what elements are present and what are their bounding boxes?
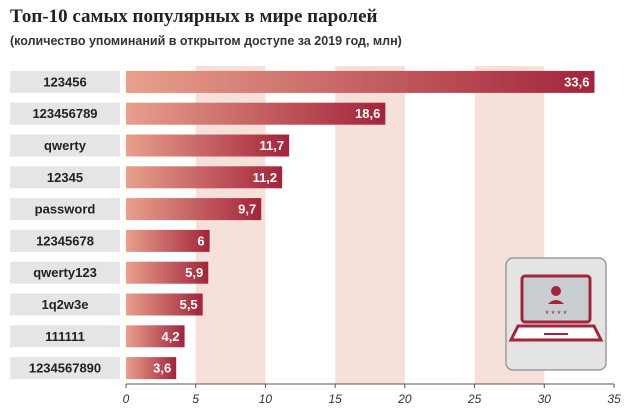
data-label: 11,7 <box>260 138 285 153</box>
category-label: 12345678 <box>36 233 94 248</box>
category-label: 111111 <box>45 329 85 344</box>
category-label: password <box>35 202 96 217</box>
x-tick-label: 30 <box>538 392 552 406</box>
category-label-box <box>10 102 120 125</box>
category-label: 12345 <box>47 170 83 185</box>
category-label: qwerty123 <box>33 265 97 280</box>
category-label-box <box>10 198 120 221</box>
svg-text:* * * *: * * * * <box>545 309 567 319</box>
category-label-box <box>10 293 120 316</box>
x-tick-label: 0 <box>123 392 130 406</box>
x-tick-label: 35 <box>607 392 621 406</box>
bar <box>126 70 595 93</box>
bar <box>126 134 290 157</box>
category-label: 1q2w3e <box>42 297 89 312</box>
category-label-box <box>10 134 120 157</box>
bar <box>126 357 177 380</box>
laptop-user-login-icon: * * * * <box>505 257 607 371</box>
category-label: 123456 <box>43 74 86 89</box>
category-label: 1234567890 <box>29 361 101 376</box>
data-label: 5,9 <box>185 265 203 280</box>
x-tick-label: 20 <box>397 392 412 406</box>
x-tick-label: 15 <box>328 392 342 406</box>
bar <box>126 198 262 221</box>
bar <box>126 102 386 125</box>
data-label: 4,2 <box>161 329 179 344</box>
category-label: 123456789 <box>32 106 97 121</box>
data-label: 6 <box>197 233 204 248</box>
chart-title: Топ-10 самых популярных в мире паролей <box>10 6 378 27</box>
category-label-box <box>10 325 120 348</box>
category-label-box <box>10 229 120 252</box>
data-label: 33,6 <box>564 74 589 89</box>
chart-subtitle: (количество упоминаний в открытом доступ… <box>10 34 402 48</box>
bar <box>126 261 209 284</box>
bar <box>126 325 185 348</box>
category-label-box <box>10 357 120 380</box>
data-label: 9,7 <box>238 202 256 217</box>
x-tick-label: 25 <box>467 392 482 406</box>
bar <box>126 293 203 316</box>
category-label-box <box>10 70 120 93</box>
data-label: 5,5 <box>180 297 198 312</box>
data-label: 11,2 <box>253 170 278 185</box>
category-label: qwerty <box>44 138 87 153</box>
bar <box>126 229 210 252</box>
x-tick-label: 5 <box>192 392 199 406</box>
category-label-box <box>10 261 120 284</box>
data-label: 3,6 <box>153 361 171 376</box>
data-label: 18,6 <box>355 106 380 121</box>
bar <box>126 166 283 189</box>
category-label-box <box>10 166 120 189</box>
x-tick-label: 10 <box>259 392 273 406</box>
